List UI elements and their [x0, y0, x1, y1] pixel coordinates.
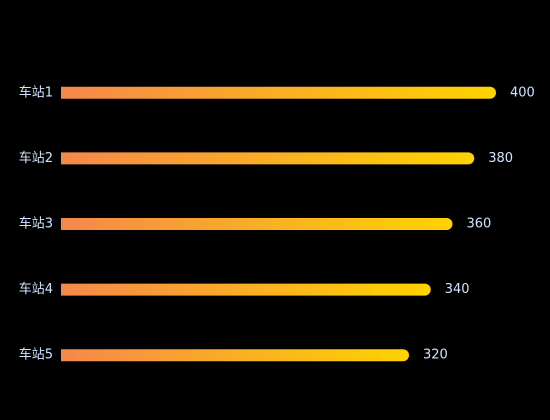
y-tick-label: 车站5 [19, 347, 53, 363]
value-label: 320 [423, 348, 448, 363]
bar [61, 152, 475, 165]
bar [61, 349, 410, 362]
y-tick-label: 车站1 [19, 84, 53, 100]
value-label: 360 [467, 217, 492, 232]
y-tick-label: 车站4 [19, 281, 53, 297]
bar [61, 86, 497, 99]
value-label: 340 [445, 282, 470, 297]
value-label: 380 [488, 151, 513, 166]
y-tick-label: 车站2 [19, 150, 53, 166]
value-label: 400 [510, 85, 535, 100]
bar [61, 283, 431, 296]
y-tick-label: 车站3 [19, 216, 53, 232]
bar [61, 218, 453, 230]
